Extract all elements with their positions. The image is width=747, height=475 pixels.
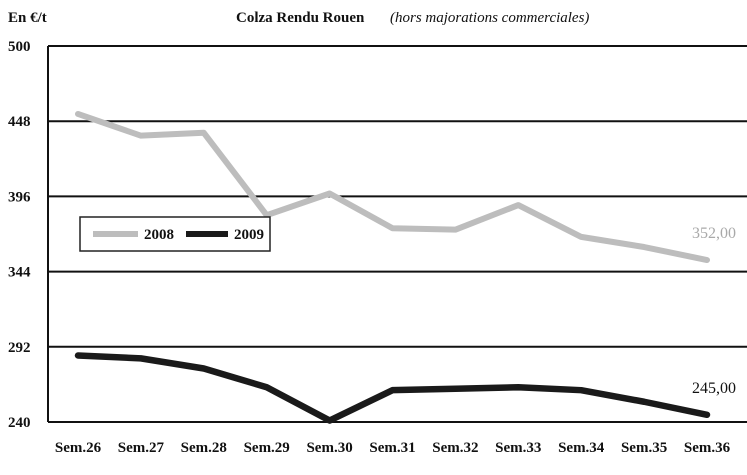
y-axis-ticks: 500 448 396 344 292 240: [8, 39, 31, 431]
x-axis-ticks: Sem.26 Sem.27 Sem.28 Sem.29 Sem.30 Sem.31 Sem.…: [55, 440, 731, 456]
data-label-2008: 352,00: [692, 225, 736, 242]
x-tick-label: Sem.29: [244, 440, 290, 456]
series-line-2009: [74, 352, 711, 424]
chart-title: Colza Rendu Rouen: [236, 10, 365, 26]
legend-label-2009: 2009: [234, 227, 264, 243]
gridlines: [47, 45, 747, 423]
y-tick-label: 240: [8, 415, 31, 431]
series-line-2008: [75, 110, 710, 264]
series-lines: [74, 110, 711, 424]
x-tick-label: Sem.28: [181, 440, 227, 456]
x-tick-label: Sem.31: [369, 440, 415, 456]
legend: 2008 2009: [79, 216, 271, 252]
x-tick-label: Sem.36: [684, 440, 731, 456]
chart-subtitle: (hors majorations commerciales): [390, 10, 589, 26]
y-tick-label: 292: [8, 340, 31, 356]
unit-label: En €/t: [8, 10, 47, 26]
x-tick-label: Sem.34: [558, 440, 605, 456]
y-tick-label: 344: [8, 265, 31, 281]
x-tick-label: Sem.35: [621, 440, 667, 456]
y-tick-label: 500: [8, 39, 31, 55]
x-tick-label: Sem.26: [55, 440, 102, 456]
legend-label-2008: 2008: [144, 227, 174, 243]
x-tick-label: Sem.32: [432, 440, 478, 456]
x-tick-label: Sem.30: [306, 440, 352, 456]
y-tick-label: 396: [8, 189, 31, 205]
x-tick-label: Sem.27: [118, 440, 165, 456]
x-tick-label: Sem.33: [495, 440, 541, 456]
data-labels: 352,00 245,00: [692, 225, 736, 397]
y-tick-label: 448: [8, 114, 31, 130]
data-label-2009: 245,00: [692, 380, 736, 397]
